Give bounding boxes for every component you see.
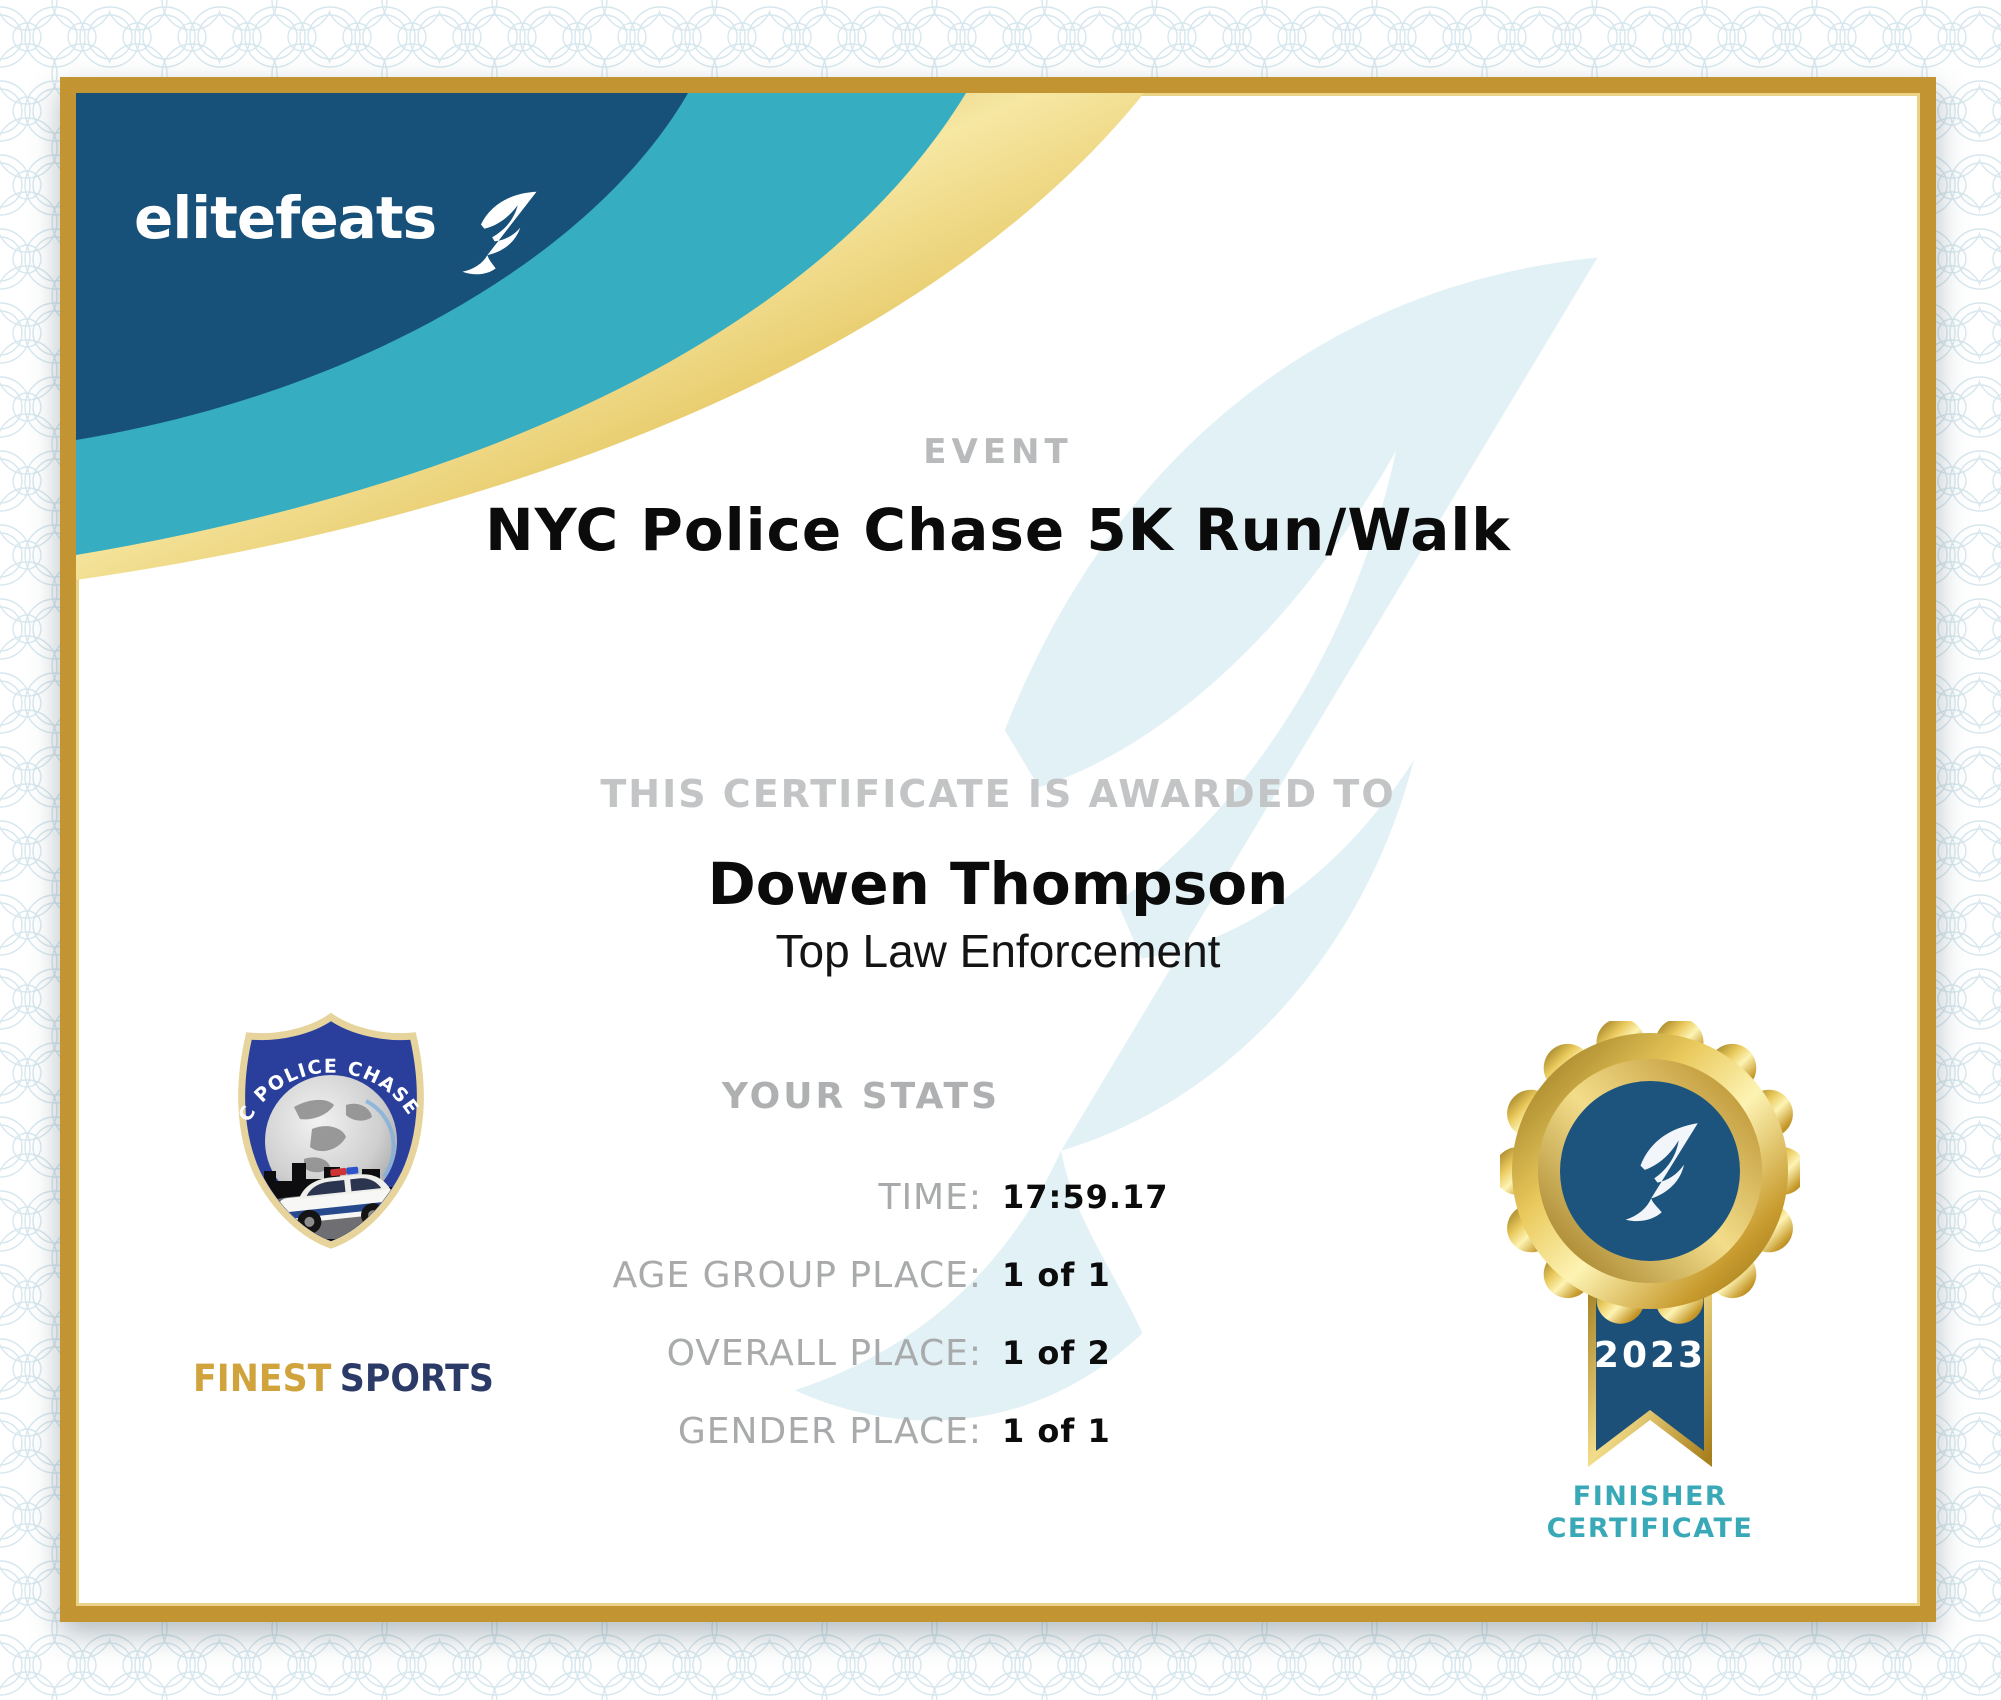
badge-orbit-line <box>365 1099 396 1179</box>
sponsor-name-finest: FINEST <box>193 1357 332 1400</box>
stat-label: AGE GROUP PLACE: <box>612 1254 982 1296</box>
event-title: NYC Police Chase 5K Run/Walk <box>485 496 1511 564</box>
brand-logo: elitefeats <box>134 184 537 285</box>
stat-value: 1 of 1 <box>1002 1412 1111 1450</box>
certificate-sheet: elitefeats EVENT NYC Police Chase 5K Run… <box>60 77 1936 1622</box>
badge-police-car <box>277 1166 397 1234</box>
winged-foot-icon <box>462 184 537 280</box>
navy-swoosh-shape <box>76 93 688 440</box>
sponsor-name-sports: SPORTS <box>339 1357 494 1400</box>
sponsor-name: FINEST SPORTS <box>193 1357 494 1400</box>
medal-caption-line1: FINISHER <box>1572 1481 1728 1512</box>
stat-row-gender-place: GENDER PLACE: 1 of 1 <box>76 1409 1920 1453</box>
police-badge-logo: NYC POLICE CHASE 5K <box>216 1011 427 1249</box>
medal-rosette <box>1500 1021 1800 1324</box>
event-label: EVENT <box>923 432 1073 472</box>
brand-logo-text: elitefeats <box>134 184 437 252</box>
stat-row-overall-place: OVERALL PLACE: 1 of 2 <box>76 1331 1920 1375</box>
header-swoosh-graphic <box>76 93 1144 580</box>
stat-label: OVERALL PLACE: <box>666 1332 982 1374</box>
stat-value: 1 of 2 <box>1002 1334 1111 1372</box>
award-intro: THIS CERTIFICATE IS AWARDED TO <box>600 772 1396 816</box>
medal-year: 2023 <box>1594 1335 1706 1376</box>
badge-globe-continents <box>294 1099 372 1173</box>
finisher-medal: 2023 <box>1500 1021 1800 1468</box>
stats-heading: YOUR STATS <box>721 1076 1000 1117</box>
stat-value: 17:59.17 <box>1002 1178 1169 1216</box>
stats-list: TIME: 17:59.17 AGE GROUP PLACE: 1 of 1 O… <box>76 1175 1920 1487</box>
stat-label: TIME: <box>878 1176 982 1218</box>
stat-row-age-group-place: AGE GROUP PLACE: 1 of 1 <box>76 1253 1920 1297</box>
recipient-subtitle: Top Law Enforcement <box>775 925 1221 977</box>
stat-row-time: TIME: 17:59.17 <box>76 1175 1920 1219</box>
recipient-name: Dowen Thompson <box>707 850 1289 918</box>
stat-label: GENDER PLACE: <box>677 1410 982 1452</box>
medal-caption-line2: CERTIFICATE <box>1546 1513 1754 1544</box>
medal-caption: FINISHER CERTIFICATE <box>1500 1481 1800 1545</box>
stat-value: 1 of 1 <box>1002 1256 1111 1294</box>
